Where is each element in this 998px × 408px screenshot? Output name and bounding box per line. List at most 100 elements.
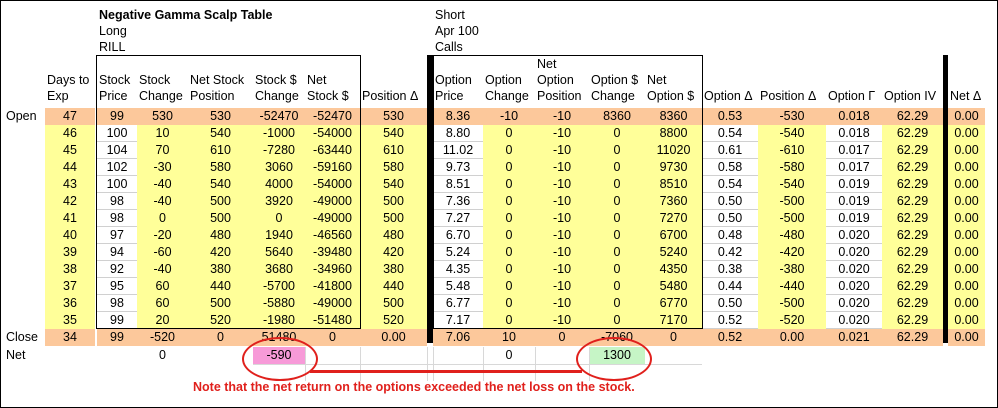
- table-row: 44 102 -30 580 3060 -59160 580 9.73 0 -10 0 9730 0.5…: [0, 159, 985, 176]
- cell-stock-position-delta: 520: [360, 312, 427, 329]
- cell-option-gamma: 0.018: [826, 125, 882, 142]
- column-header-line: Change: [139, 89, 183, 103]
- cell-option-iv: 62.29: [882, 193, 943, 210]
- cell-stock-position-delta: 500: [360, 295, 427, 312]
- column-header-stock-price: Stock Price: [99, 56, 130, 104]
- cell-days-to-exp: 37: [45, 278, 95, 295]
- column-header-line: Net Δ: [950, 89, 982, 103]
- grid-line: [305, 347, 306, 381]
- cell-days-to-exp: 34: [45, 329, 95, 346]
- cell-option-dollar-change: 0: [589, 176, 645, 193]
- cell-option-change: 0: [483, 278, 535, 295]
- cell-option-price: 8.51: [433, 176, 483, 193]
- cell-net-stock-position: 540: [188, 125, 253, 142]
- cell-option-change: 0: [483, 142, 535, 159]
- cell-net-delta: 0.00: [948, 227, 985, 244]
- cell-option-price: 5.48: [433, 278, 483, 295]
- grid-line: [589, 347, 590, 381]
- table-row: 36 98 60 500 -5880 -49000 500 6.77 0 -10 0 6770 0.50…: [0, 295, 985, 312]
- cell-option-position-delta: -540: [758, 125, 826, 142]
- net-stock-dollar: -590: [253, 347, 305, 364]
- cell-stock-dollar-change: -5880: [253, 295, 305, 312]
- column-header-stock-position-delta: Position Δ: [362, 56, 418, 104]
- cell-stock-dollar-change: 5640: [253, 244, 305, 261]
- cell-stock-dollar-change: -52470: [253, 108, 305, 125]
- annotation-note: Note that the net return on the options …: [193, 380, 635, 394]
- cell-net-delta: 0.00: [948, 159, 985, 176]
- column-header-line: [704, 56, 753, 72]
- table-row: 39 94 -60 420 5640 -39480 420 5.24 0 -10 0 5240 0.42…: [0, 244, 985, 261]
- column-header-option-position-delta: Position Δ: [760, 56, 816, 104]
- column-header-line: Exp: [47, 89, 69, 103]
- cell-net-stock-position: 500: [188, 295, 253, 312]
- cell-net-option-dollar: 7360: [645, 193, 702, 210]
- cell-option-change: 0: [483, 125, 535, 142]
- cell-net-option-dollar: 8360: [645, 108, 702, 125]
- cell-option-iv: 62.29: [882, 312, 943, 329]
- cell-stock-price: 102: [97, 159, 137, 176]
- table-row: 40 97 -20 480 1940 -46560 480 6.70 0 -10 0 6700 0.48…: [0, 227, 985, 244]
- cell-net-option-position: -10: [535, 227, 589, 244]
- column-header-line: Net: [647, 73, 667, 87]
- cell-option-price: 8.80: [433, 125, 483, 142]
- cell-option-iv: 62.29: [882, 278, 943, 295]
- row-label: Open: [6, 109, 37, 123]
- column-header-line: [362, 72, 418, 88]
- cell-stock-price: 98: [97, 295, 137, 312]
- cell-option-change: 0: [483, 244, 535, 261]
- cell-stock-position-delta: 540: [360, 125, 427, 142]
- cell-option-change: 0: [483, 261, 535, 278]
- cell-net-delta: 0.00: [948, 329, 985, 346]
- cell-option-delta: 0.52: [702, 312, 758, 329]
- cell-net-delta: 0.00: [948, 210, 985, 227]
- column-header-line: Change: [485, 89, 529, 103]
- row-label: Close: [6, 330, 38, 344]
- cell-net-option-dollar: 7270: [645, 210, 702, 227]
- cell-option-iv: 62.29: [882, 108, 943, 125]
- net-option-change: 0: [505, 348, 513, 362]
- cell-net-stock-position: 610: [188, 142, 253, 159]
- column-header-line: Price: [99, 89, 128, 103]
- cell-option-dollar-change: -7060: [589, 329, 645, 346]
- cell-stock-position-delta: 530: [360, 108, 427, 125]
- cell-option-position-delta: -580: [758, 159, 826, 176]
- cell-net-stock-dollar: -49000: [305, 193, 360, 210]
- cell-option-price: 7.27: [433, 210, 483, 227]
- cell-option-delta: 0.38: [702, 261, 758, 278]
- column-header-net-option-position: Net Option Position: [537, 56, 581, 104]
- cell-stock-dollar-change: 0: [253, 210, 305, 227]
- column-header-line: Position Δ: [362, 89, 419, 103]
- cell-net-delta: 0.00: [948, 125, 985, 142]
- cell-stock-change: -20: [137, 227, 188, 244]
- cell-option-dollar-change: 0: [589, 227, 645, 244]
- column-header-line: [704, 72, 753, 88]
- cell-option-position-delta: -520: [758, 312, 826, 329]
- column-header-option-delta: Option Δ: [704, 56, 753, 104]
- table-title: Negative Gamma Scalp Table: [99, 8, 273, 22]
- column-header-line: [591, 56, 638, 72]
- cell-stock-change: -30: [137, 159, 188, 176]
- cell-net-option-dollar: 7170: [645, 312, 702, 329]
- cell-stock-price: 95: [97, 278, 137, 295]
- cell-stock-price: 97: [97, 227, 137, 244]
- cell-option-position-delta: 0.00: [758, 329, 826, 346]
- cell-net-stock-dollar: 0: [305, 329, 360, 346]
- cell-option-dollar-change: 0: [589, 159, 645, 176]
- column-header-option-price: Option Price: [435, 56, 472, 104]
- cell-option-position-delta: -530: [758, 108, 826, 125]
- cell-option-delta: 0.50: [702, 210, 758, 227]
- cell-net-delta: 0.00: [948, 278, 985, 295]
- cell-option-gamma: 0.021: [826, 329, 882, 346]
- cell-net-delta: 0.00: [948, 193, 985, 210]
- cell-stock-dollar-change: 4000: [253, 176, 305, 193]
- column-header-line: Option: [435, 73, 472, 87]
- cell-option-dollar-change: 0: [589, 210, 645, 227]
- cell-net-option-dollar: 5240: [645, 244, 702, 261]
- cell-stock-price: 99: [97, 329, 137, 346]
- cell-days-to-exp: 38: [45, 261, 95, 278]
- cell-option-iv: 62.29: [882, 244, 943, 261]
- cell-option-dollar-change: 0: [589, 261, 645, 278]
- column-header-net-option-dollar: Net Option $: [647, 56, 694, 104]
- position-long-label: Long: [99, 24, 127, 38]
- cell-stock-change: -60: [137, 244, 188, 261]
